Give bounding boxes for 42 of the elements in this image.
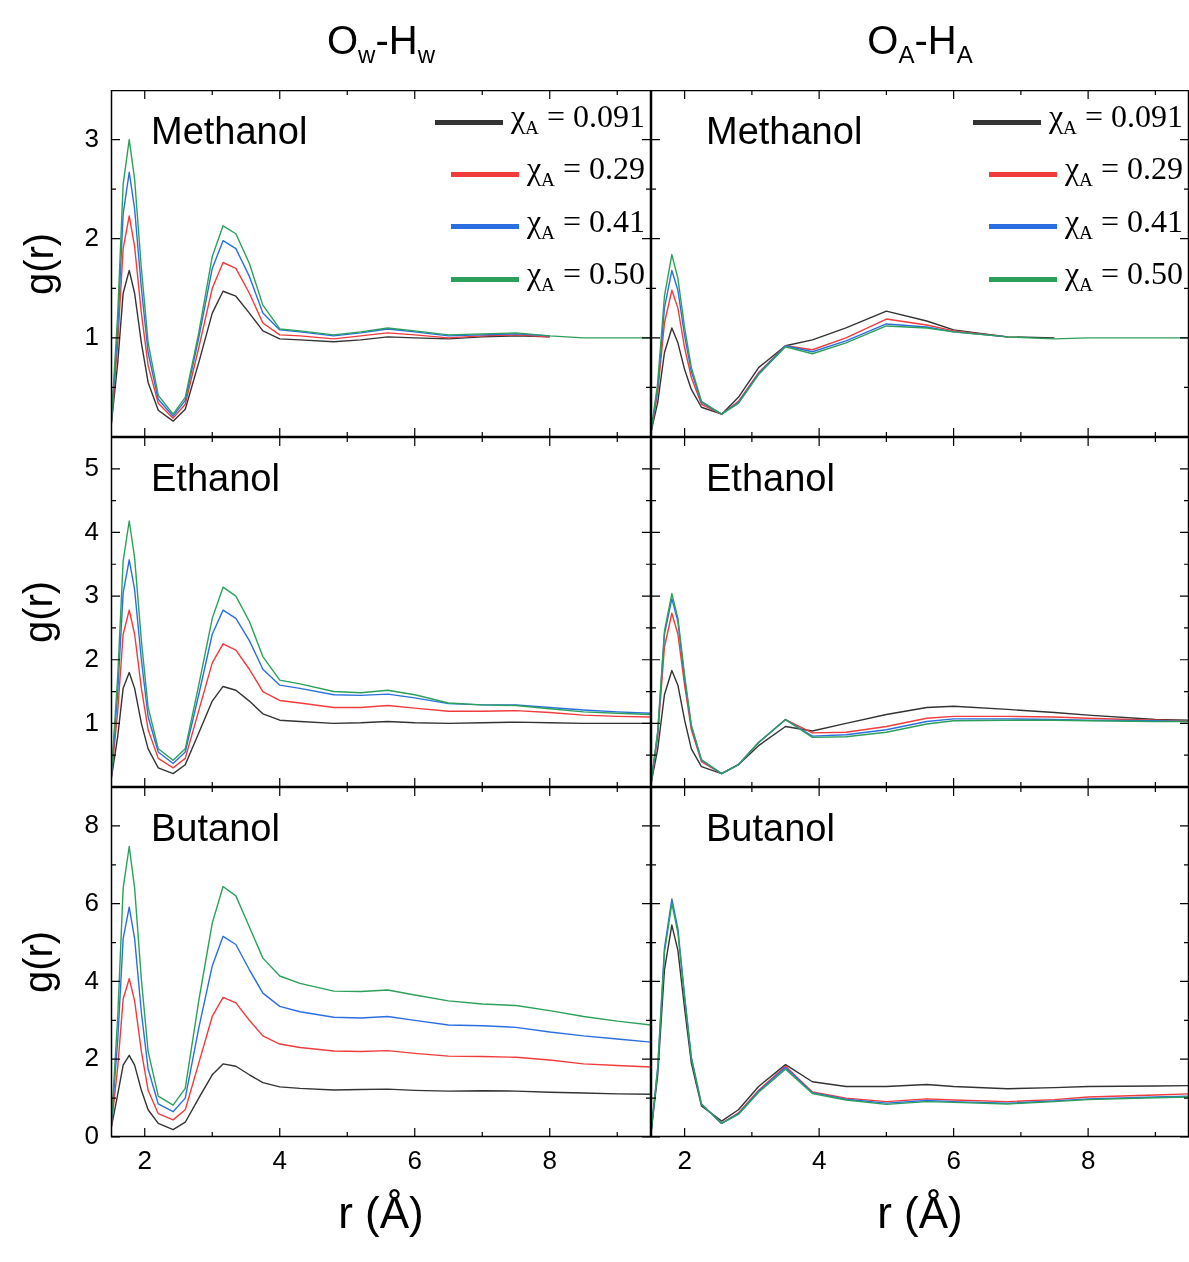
y-tick-label: 1: [84, 321, 99, 352]
y-tick-label: 2: [84, 221, 99, 252]
x-tick-label: 6: [407, 1145, 422, 1176]
y-tick-label: 8: [84, 809, 99, 840]
legend-label: χ$_{A}$ = 0.50: [526, 254, 645, 298]
x-tick-label: 8: [1080, 1145, 1096, 1176]
legend-label: χ$_{A}$ = 0.41: [1064, 201, 1183, 246]
x-tick-label: 2: [137, 1145, 152, 1176]
y-tick-label: 2: [84, 642, 99, 673]
y-tick-label: 4: [84, 964, 99, 995]
y-tick-label: 5: [84, 451, 99, 482]
y-axis-title: g(r): [16, 231, 60, 297]
annotation: Methanol: [706, 110, 863, 153]
legend-label: χ$_{A}$ = 0.091: [510, 97, 645, 141]
legend-label: χ$_{A}$ = 0.29: [526, 149, 645, 193]
y-axis-title: g(r): [16, 929, 60, 996]
x-axis-title: r (Å): [337, 1187, 425, 1239]
x-tick-label: 8: [542, 1145, 557, 1176]
x-tick-label: 6: [946, 1145, 961, 1176]
y-tick-label: 3: [84, 579, 99, 610]
y-tick-label: 6: [84, 886, 99, 917]
x-axis-title: r (Å): [876, 1187, 964, 1239]
chart-title: O$_{A}$-H$_{A}$: [866, 17, 974, 70]
annotation: Methanol: [151, 110, 308, 153]
x-tick-label: 2: [677, 1145, 692, 1176]
y-tick-label: 2: [84, 1042, 99, 1073]
x-tick-label: 4: [272, 1145, 287, 1176]
y-tick-label: 1: [84, 706, 99, 737]
annotation: Butanol: [706, 807, 835, 850]
y-axis-title: g(r): [16, 579, 60, 646]
legend-label: χ$_{A}$ = 0.41: [526, 201, 645, 246]
legend-label: χ$_{A}$ = 0.50: [1064, 254, 1183, 298]
annotation: Butanol: [151, 807, 280, 850]
chart-title: O$_{w}$-H$_{w}$: [326, 17, 436, 70]
y-tick-label: 0: [84, 1120, 99, 1151]
x-tick-label: 4: [811, 1145, 827, 1176]
annotation: Ethanol: [706, 457, 835, 500]
y-tick-label: 4: [84, 515, 99, 546]
legend-label: χ$_{A}$ = 0.29: [1064, 149, 1183, 193]
y-tick-label: 3: [84, 122, 99, 153]
annotation: Ethanol: [151, 457, 280, 500]
legend-label: χ$_{A}$ = 0.091: [1048, 97, 1183, 141]
